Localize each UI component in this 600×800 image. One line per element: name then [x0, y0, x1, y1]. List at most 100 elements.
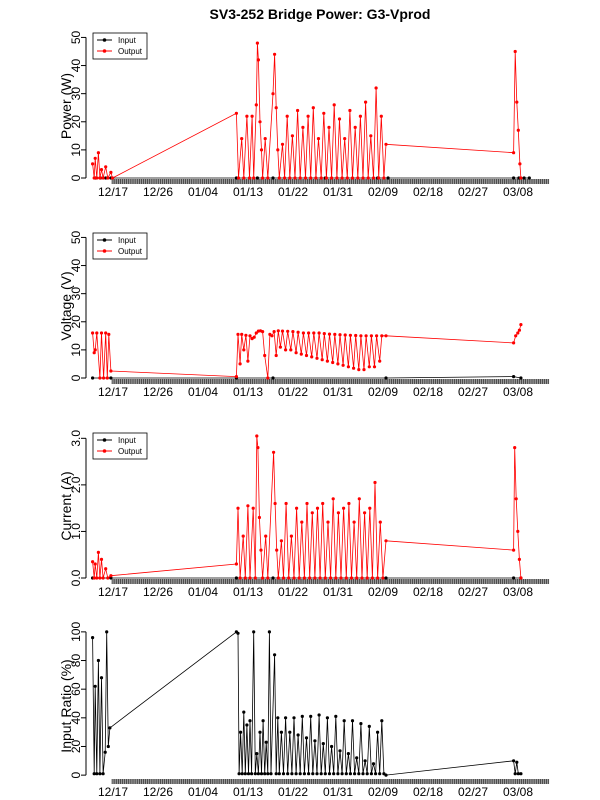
data-point [306, 114, 310, 118]
data-point [291, 330, 295, 334]
y-tick-label: 20 [69, 315, 83, 329]
data-point [288, 176, 292, 180]
data-point [255, 176, 259, 180]
data-point [278, 345, 282, 349]
x-tick-label: 01/22 [278, 385, 308, 399]
y-tick-label: 50 [69, 230, 83, 244]
data-point [261, 576, 265, 580]
y-tick-label: 50 [69, 30, 83, 44]
data-point [348, 772, 352, 776]
data-point [369, 134, 373, 138]
y-tick-label: 40 [69, 711, 83, 725]
data-point [266, 772, 270, 776]
data-point [371, 176, 376, 180]
data-point [516, 331, 520, 335]
data-point [109, 574, 113, 578]
data-point [256, 58, 260, 62]
data-point [255, 752, 259, 756]
data-point [246, 504, 250, 508]
data-point [287, 576, 291, 580]
data-point [273, 501, 277, 506]
data-point [348, 333, 352, 337]
data-point [255, 434, 259, 438]
data-point [91, 331, 95, 335]
data-point [238, 362, 242, 366]
data-point [264, 740, 268, 744]
data-point [271, 576, 275, 580]
data-point [514, 497, 518, 501]
data-point [519, 323, 523, 327]
y-tick-label: 0 [69, 771, 83, 778]
data-point [254, 103, 258, 107]
data-point [311, 106, 315, 110]
x-tick-label: 01/13 [233, 385, 263, 399]
x-tick-label: 02/09 [368, 785, 398, 799]
data-point [317, 331, 321, 335]
data-point [106, 176, 110, 180]
data-point [318, 576, 322, 580]
y-tick-label: 20 [69, 115, 83, 129]
data-point [319, 176, 323, 180]
data-point [290, 134, 294, 138]
y-tick-label: 60 [69, 682, 83, 696]
data-point [240, 772, 244, 776]
data-point [266, 176, 270, 180]
x-tick-label: 02/18 [413, 585, 443, 599]
data-point [336, 511, 340, 515]
data-point [354, 333, 358, 338]
x-tick-label: 02/27 [458, 385, 488, 399]
data-point [513, 772, 517, 776]
data-point [289, 348, 293, 352]
data-point [256, 772, 260, 776]
data-point [516, 128, 520, 132]
data-point [279, 730, 283, 734]
data-point [267, 630, 271, 634]
data-point [99, 168, 104, 172]
data-point [511, 375, 516, 379]
data-point [236, 176, 241, 180]
data-point [304, 353, 309, 358]
data-point [516, 529, 520, 534]
data-point [98, 176, 102, 180]
y-tick-label: 40 [69, 259, 83, 273]
current-y-axis-label: Current (A) [58, 471, 74, 540]
data-point [335, 176, 339, 180]
power-legend: Input Output [92, 32, 148, 60]
data-point [304, 736, 309, 740]
data-point [257, 515, 261, 520]
data-point [259, 148, 264, 152]
power-legend-input: Input [118, 36, 137, 45]
data-point [511, 151, 516, 155]
data-point [300, 520, 304, 524]
x-tick-label: 01/04 [188, 185, 218, 199]
y-tick-label: 10 [69, 343, 83, 357]
data-point [515, 760, 519, 764]
data-point [99, 331, 104, 335]
series-line-input-ratio [92, 631, 521, 776]
x-tick-label: 02/09 [368, 385, 398, 399]
data-point [352, 366, 356, 370]
data-point [259, 548, 263, 552]
data-point [246, 359, 250, 363]
data-point [103, 750, 107, 754]
data-point [277, 772, 281, 776]
data-point [322, 111, 326, 115]
data-point [309, 176, 313, 180]
data-point [374, 772, 378, 776]
data-point [261, 176, 265, 180]
data-point [513, 446, 517, 450]
data-point [378, 359, 382, 363]
data-point [313, 739, 317, 743]
data-point [298, 772, 302, 776]
data-point [384, 376, 388, 380]
power-legend-output-marker [102, 49, 107, 53]
data-point [281, 772, 286, 776]
data-point [350, 719, 355, 723]
data-point [317, 713, 321, 717]
series-line-output [92, 435, 522, 579]
data-point [339, 576, 343, 580]
data-point [269, 772, 273, 776]
data-point [261, 719, 265, 723]
data-point [250, 772, 254, 776]
data-point [234, 576, 238, 580]
